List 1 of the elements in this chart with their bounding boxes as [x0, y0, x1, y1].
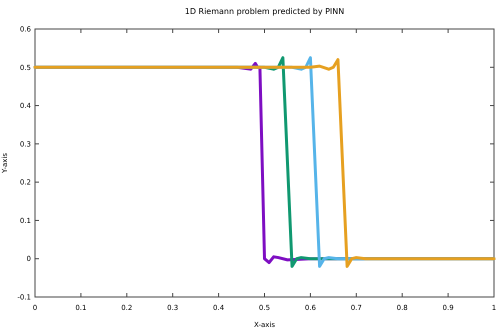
- chart-title: 1D Riemann problem predicted by PINN: [184, 7, 344, 16]
